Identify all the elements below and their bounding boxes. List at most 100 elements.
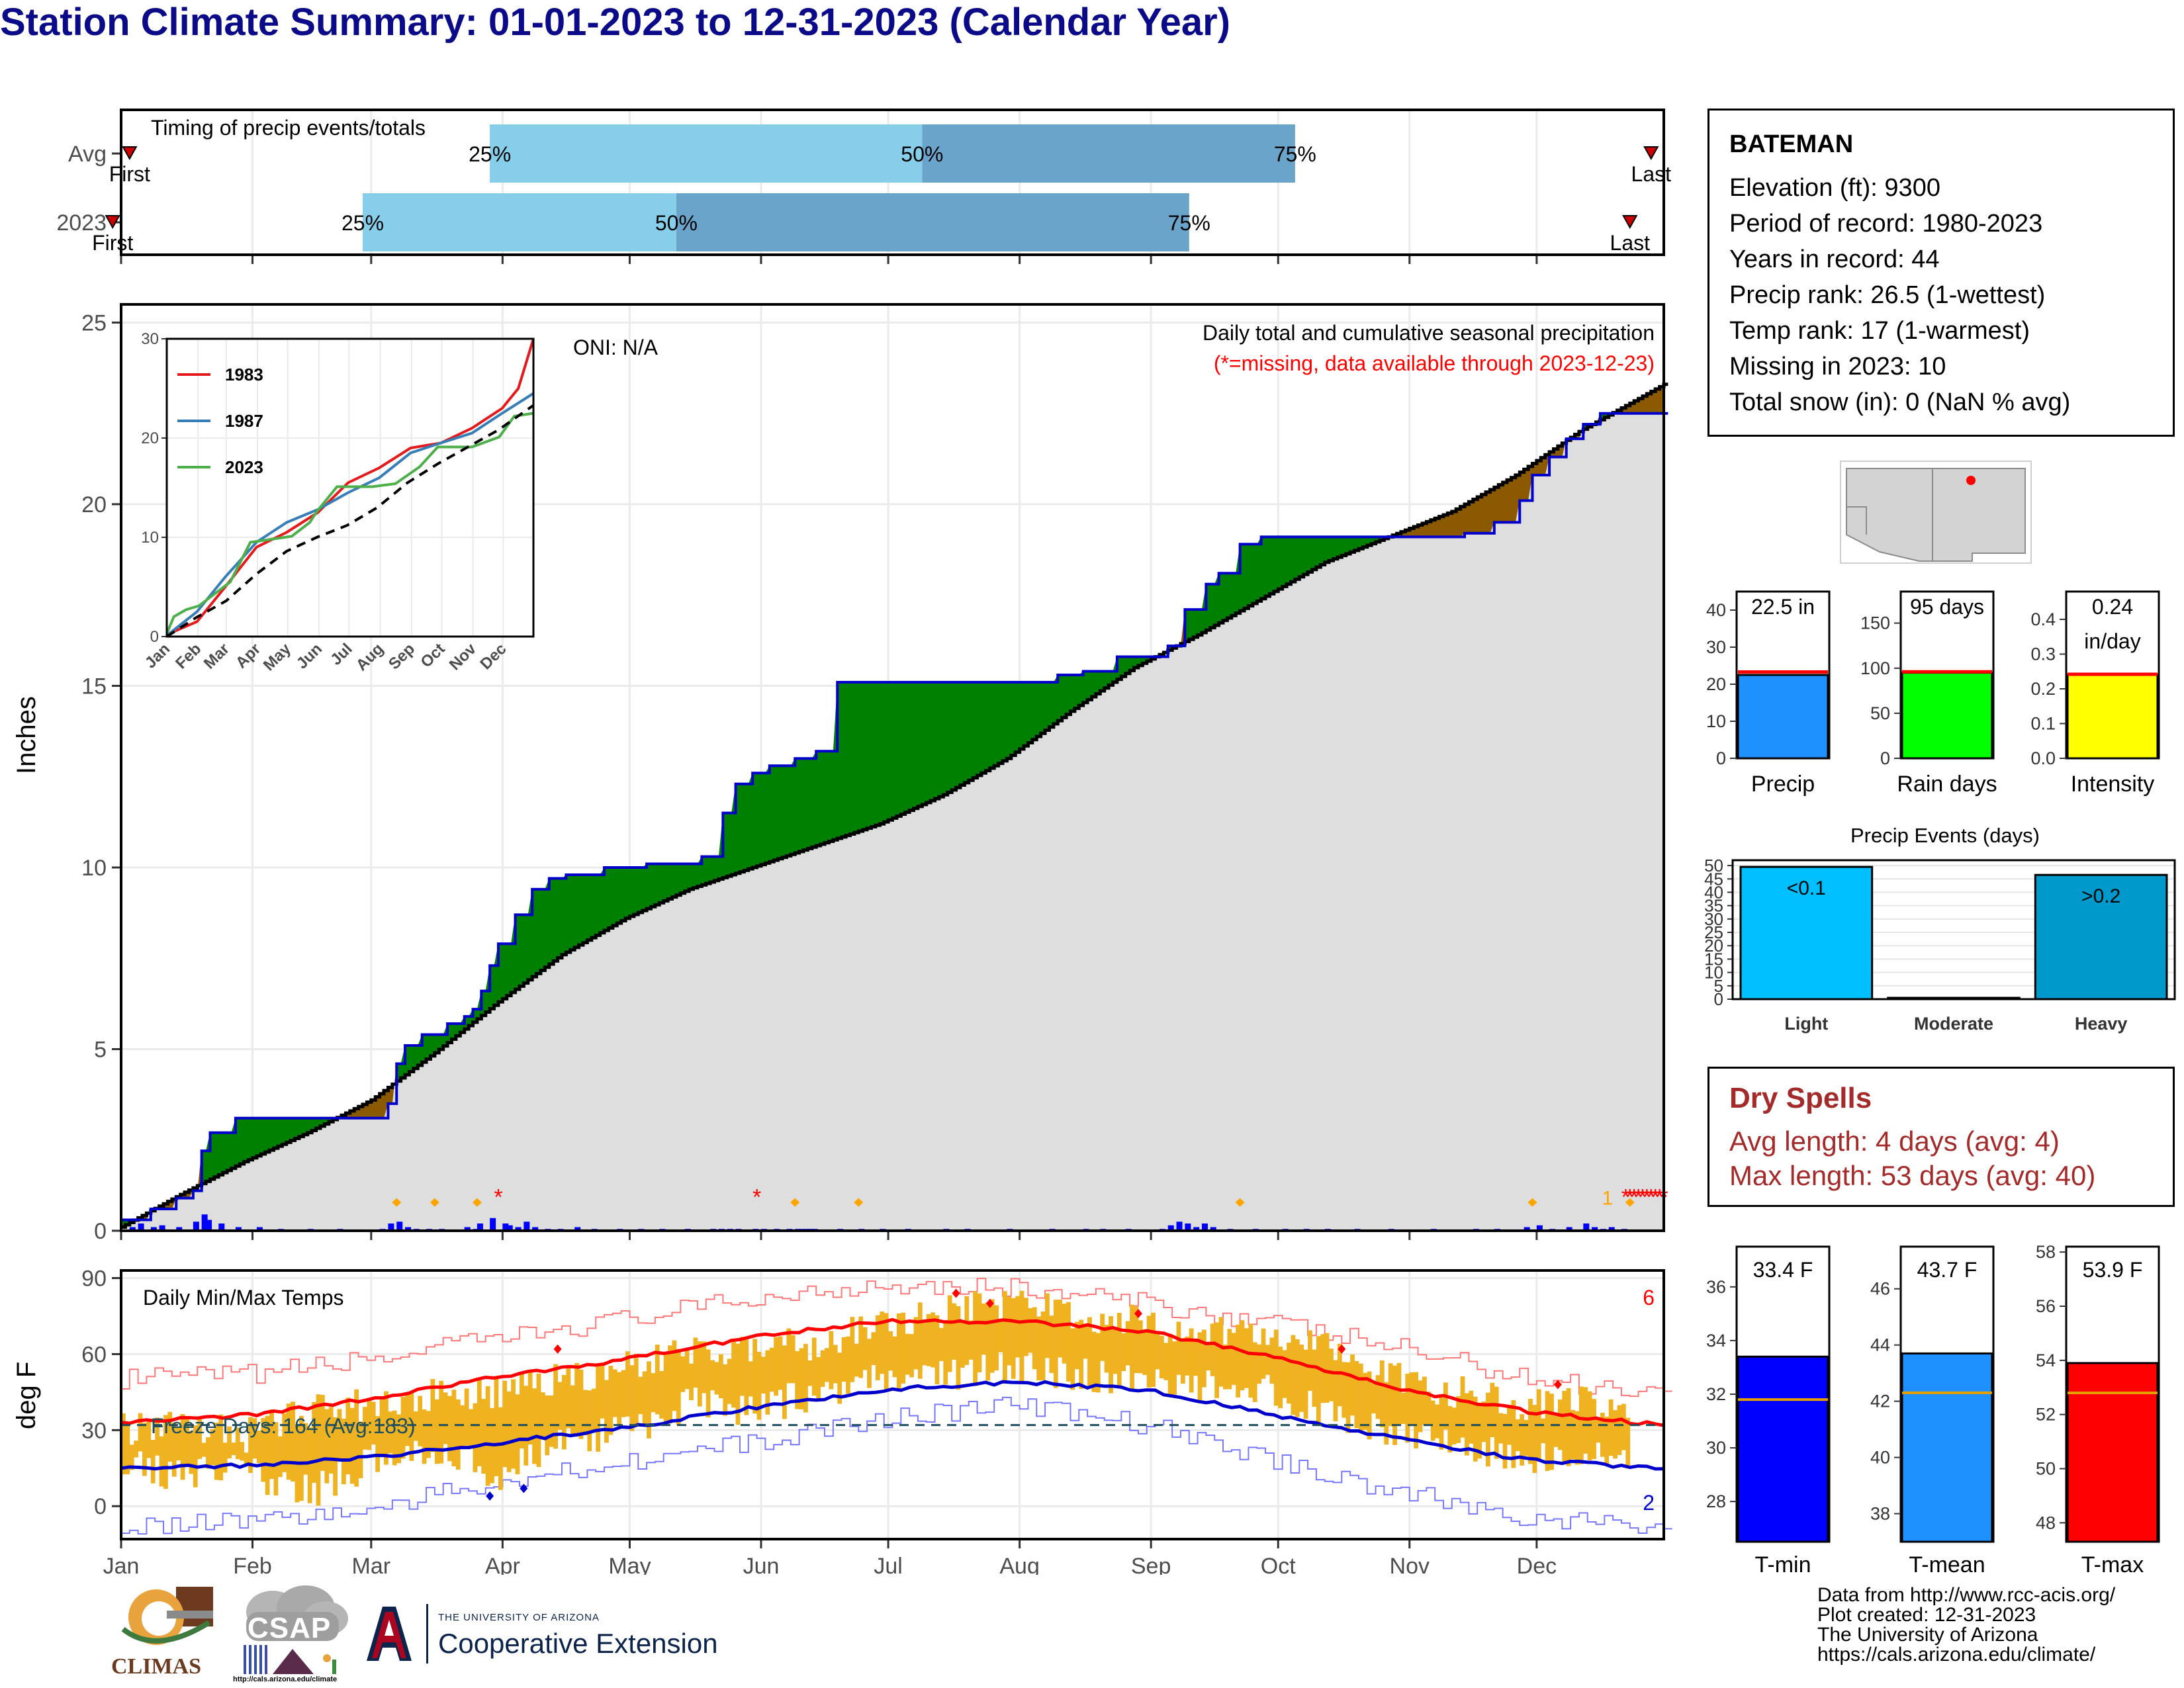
temp-daily-bar — [1621, 1403, 1626, 1450]
temp-daily-bar — [727, 1358, 732, 1404]
temp-daily-bar — [1024, 1298, 1028, 1356]
temp-daily-bar — [1392, 1365, 1397, 1445]
timing-row-label: 2023 — [56, 210, 107, 236]
temp-daily-bar — [455, 1399, 461, 1470]
temp-daily-bar — [1418, 1380, 1423, 1433]
month-tick-label: May — [608, 1554, 651, 1575]
temp-daily-bar — [1257, 1344, 1262, 1384]
station-snow: Total snow (in): 0 (NaN % avg) — [1729, 388, 2071, 416]
dry-spells-box: Dry Spells Avg length: 4 days (avg: 4) M… — [1707, 1067, 2175, 1207]
temp-daily-bar — [439, 1380, 444, 1464]
stat-t-min-tick-label: 34 — [1706, 1331, 1726, 1351]
temp-daily-bar — [345, 1398, 351, 1475]
temp-daily-bar — [121, 1413, 126, 1475]
temp-daily-bar — [328, 1407, 334, 1474]
temp-daily-bar — [1329, 1349, 1334, 1401]
stat-t-mean-tick-label: 38 — [1870, 1504, 1890, 1524]
temp-daily-bar — [1375, 1375, 1381, 1419]
temp-daily-bar — [180, 1414, 185, 1480]
stat-t-min-tick-label: 32 — [1706, 1384, 1726, 1404]
temp-daily-bar — [684, 1348, 690, 1390]
stat-precip-label: Precip — [1751, 772, 1815, 797]
precip-daily-bar — [1583, 1223, 1590, 1231]
temp-daily-bar — [1113, 1327, 1118, 1374]
temp-daily-bar — [485, 1386, 490, 1486]
temp-daily-bar — [1481, 1401, 1486, 1443]
temp-daily-bar — [1342, 1362, 1347, 1418]
events-title: Precip Events (days) — [1850, 824, 2040, 847]
temp-daily-bar — [1439, 1394, 1444, 1450]
station-location-marker — [1966, 476, 1976, 485]
precip-missing-marker: * — [1651, 1184, 1660, 1210]
stat-intensity-bar — [2066, 674, 2159, 760]
temp-daily-bar — [850, 1317, 855, 1382]
temp-daily-bar — [171, 1423, 177, 1477]
precip-stats-bars: 0 10 20 30 40 22.5 in Precip 0 50 100 150 95 days Ra… — [1706, 590, 2160, 797]
temp-daily-bar — [938, 1327, 944, 1361]
events-y-tick-label: 10 — [1704, 963, 1723, 983]
temp-daily-bar — [1138, 1320, 1143, 1374]
temp-daily-bar — [833, 1345, 838, 1384]
temp-daily-bar — [349, 1407, 355, 1484]
precip-missing-note: (*=missing, data available through 2023-… — [1214, 351, 1655, 375]
temp-daily-bar — [469, 1409, 473, 1447]
station-name: BATEMAN — [1729, 130, 1854, 158]
stat-precip-tick-label: 0 — [1716, 748, 1726, 768]
temp-daily-bar — [1053, 1300, 1058, 1388]
temp-daily-bar — [1278, 1347, 1283, 1409]
timing-first-marker — [105, 215, 120, 230]
temp-daily-bar — [291, 1401, 295, 1482]
temp-daily-bar — [1515, 1419, 1520, 1451]
stat-t-max-bar — [2066, 1362, 2159, 1543]
stat-t-max-tick-label: 54 — [2036, 1351, 2056, 1370]
oni-label: ONI: N/A — [573, 335, 659, 359]
precip-daily-bar — [1566, 1227, 1572, 1231]
temp-daily-bar — [298, 1415, 304, 1501]
temp-daily-bar — [1167, 1333, 1173, 1396]
temp-daily-bar — [896, 1313, 901, 1389]
temp-daily-bar — [1570, 1409, 1575, 1460]
temp-daily-bar — [396, 1414, 402, 1464]
temp-daily-bar — [1062, 1304, 1067, 1364]
temp-daily-bar — [506, 1391, 512, 1472]
inset-y-tick-label: 20 — [141, 429, 159, 447]
temp-daily-bar — [735, 1343, 741, 1425]
temp-daily-bar — [1273, 1329, 1279, 1406]
temp-daily-bar — [960, 1322, 965, 1368]
events-y-tick-label: 50 — [1704, 856, 1723, 875]
stat-precip-tick-label: 40 — [1706, 600, 1726, 620]
temp-daily-bar — [1130, 1304, 1134, 1392]
station-elevation: Elevation (ft): 9300 — [1729, 174, 1940, 202]
inset-legend-label: 1987 — [225, 411, 263, 431]
temp-daily-bar — [1180, 1339, 1185, 1384]
precip-daily-bar — [502, 1223, 509, 1231]
temp-daily-bar — [714, 1362, 719, 1395]
temp-daily-bar — [358, 1421, 363, 1478]
temp-daily-bar — [1379, 1360, 1385, 1428]
stat-rain-days-bar — [1901, 672, 1993, 760]
events-y-tick-label: 45 — [1704, 869, 1723, 889]
temp-daily-bar — [379, 1397, 385, 1456]
temp-record-min-line — [121, 1396, 1672, 1535]
precip-missing-marker: * — [1643, 1184, 1651, 1210]
temp-daily-bar — [227, 1426, 232, 1459]
temp-daily-bar — [303, 1423, 308, 1475]
timing-row-label: Avg — [68, 142, 107, 167]
month-tick-label: Apr — [485, 1554, 520, 1575]
timing-bar-25-50 — [363, 193, 676, 251]
temp-daily-bar — [1291, 1335, 1296, 1415]
station-info-box: BATEMAN Elevation (ft): 9300 Period of r… — [1707, 109, 2175, 437]
timing-title: Timing of precip events/totals — [151, 116, 426, 140]
dry-spells-max: Max length: 53 days (avg: 40) — [1729, 1160, 2096, 1191]
temp-y-tick-label: 0 — [94, 1494, 107, 1519]
events-bar-label: >0.2 — [2081, 885, 2120, 907]
stat-t-min-tick-label: 30 — [1706, 1438, 1726, 1458]
stat-rain-days-tick-label: 150 — [1860, 613, 1890, 633]
precip-y-tick-label: 5 — [94, 1037, 107, 1062]
temp-daily-bar — [1287, 1343, 1291, 1404]
temp-daily-bar — [617, 1372, 622, 1425]
temp-daily-bar — [1227, 1329, 1232, 1390]
temp-daily-bar — [210, 1429, 215, 1465]
temp-daily-bar — [693, 1337, 698, 1388]
month-tick-label: Jan — [103, 1554, 140, 1575]
